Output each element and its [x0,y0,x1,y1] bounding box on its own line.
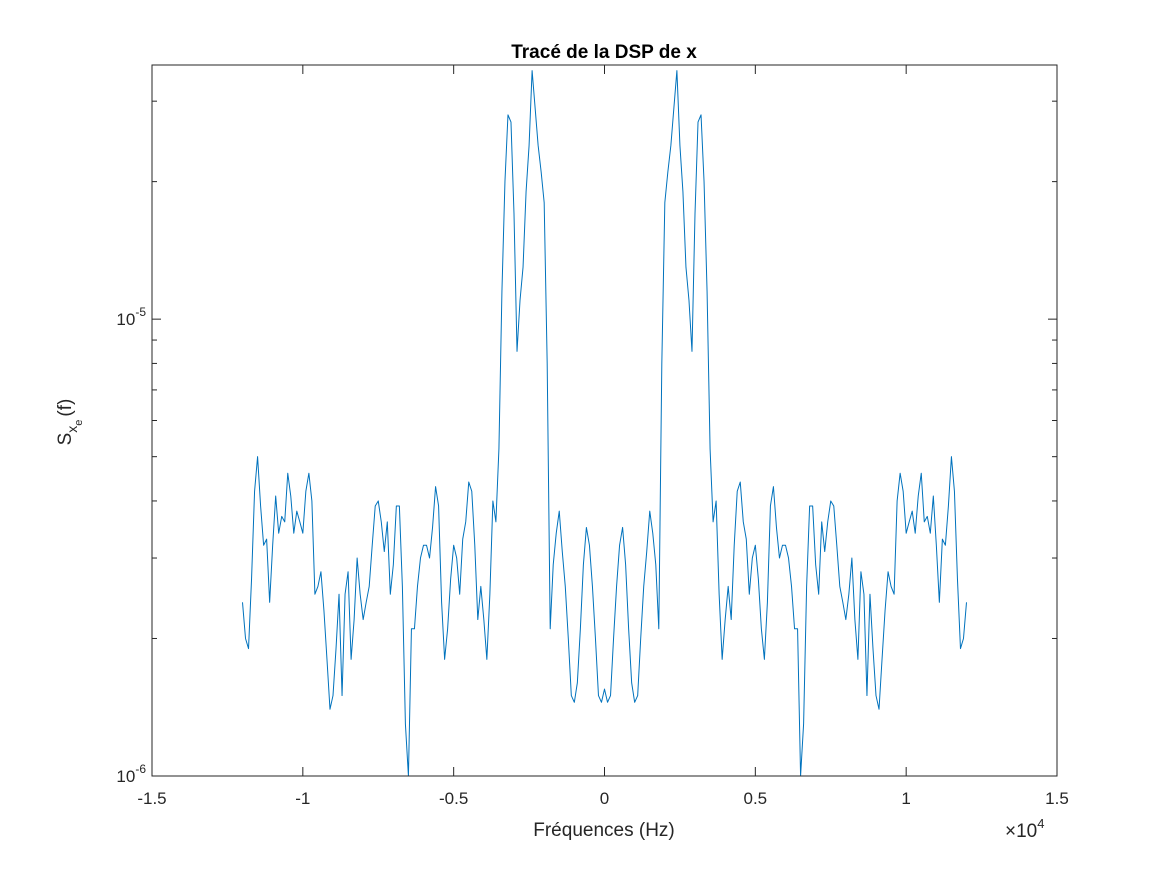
x-tick-label: -0.5 [439,789,468,808]
plot-area [152,65,1057,776]
x-axis-label: Fréquences (Hz) [533,820,675,841]
y-axis-label: Sxe(f) [55,399,85,446]
x-tick-label: 1.5 [1045,789,1069,808]
x-tick-label: 0 [600,789,609,808]
x-tick-label: -1 [295,789,310,808]
x-tick-label: -1.5 [137,789,166,808]
y-axis-ticks: 10-6 10-5 [116,100,1057,786]
chart-title: Tracé de la DSP de x [511,42,697,63]
y-tick-label: 10-6 [116,762,146,786]
plot-frame [151,64,1058,777]
x-tick-label: 1 [901,789,910,808]
x-axis-exponent: ×104 [1005,816,1044,842]
series-line [242,70,967,777]
x-tick-label: 0.5 [744,789,768,808]
y-tick-label: 10-5 [116,305,146,329]
